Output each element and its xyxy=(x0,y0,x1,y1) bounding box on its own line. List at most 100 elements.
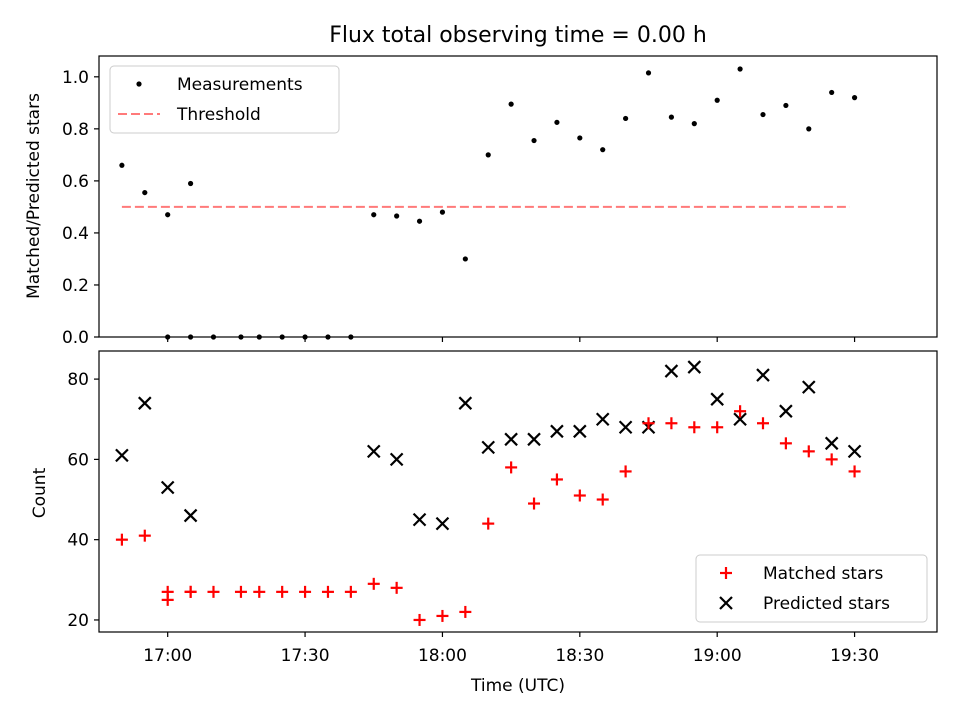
predicted-star-point xyxy=(779,404,793,418)
matched-star-point xyxy=(367,577,380,590)
x-stroke xyxy=(664,364,679,378)
x-stroke xyxy=(527,432,541,447)
x-stroke xyxy=(183,508,198,523)
x-tick-label: 17:30 xyxy=(281,646,330,666)
measurement-point xyxy=(554,119,560,125)
predicted-star-point xyxy=(504,432,518,447)
x-stroke xyxy=(733,412,747,427)
matched-star-point xyxy=(642,417,655,430)
y-axis-label: Count xyxy=(30,467,50,518)
x-stroke xyxy=(710,392,724,406)
legend-label-measurements: Measurements xyxy=(177,75,303,95)
matched-star-point xyxy=(482,517,495,530)
predicted-star-point xyxy=(847,444,862,459)
predicted-star-point xyxy=(687,360,702,374)
measurement-point xyxy=(851,95,858,101)
plot-frame xyxy=(98,55,938,338)
measurement-point xyxy=(394,213,400,219)
measurement-point xyxy=(165,212,171,218)
matched-star-point xyxy=(138,529,151,542)
predicted-star-point xyxy=(618,420,633,435)
legend-marker-predicted xyxy=(719,596,733,610)
matched-star-point xyxy=(825,453,838,466)
x-stroke xyxy=(138,396,152,410)
matched-star-point xyxy=(550,473,563,486)
y-tick-label: 1.0 xyxy=(62,68,89,88)
measurement-point xyxy=(485,152,491,158)
x-stroke xyxy=(802,380,816,394)
x-tick-label: 19:30 xyxy=(830,646,879,666)
matched-star-point xyxy=(115,533,128,546)
legend-marker-measurements xyxy=(136,81,142,87)
y-tick-label: 0.2 xyxy=(62,276,89,296)
x-stroke xyxy=(687,360,702,374)
measurement-point xyxy=(462,256,468,262)
predicted-star-point xyxy=(389,452,404,467)
predicted-star-point xyxy=(412,512,427,527)
matched-star-point xyxy=(390,581,403,594)
x-stroke xyxy=(824,436,839,451)
predicted-star-point xyxy=(138,396,152,410)
x-stroke xyxy=(550,424,564,439)
matched-star-point xyxy=(596,493,609,506)
predicted-star-point xyxy=(573,424,587,439)
measurement-point xyxy=(645,70,652,76)
matched-star-point xyxy=(436,609,449,622)
matched-star-point xyxy=(321,585,334,598)
legend-box xyxy=(695,554,928,623)
count-panel: Count Time (UTC) 17:00 17:30 18:00 18:30 19:… xyxy=(30,350,938,696)
matched-star-point xyxy=(779,437,792,450)
x-tick-label: 17:00 xyxy=(143,646,192,666)
x-tick-label: 18:30 xyxy=(555,646,604,666)
matched-star-point xyxy=(848,465,861,478)
x-stroke xyxy=(756,368,770,382)
x-stroke xyxy=(115,448,129,463)
legend-label-matched: Matched stars xyxy=(763,564,883,584)
measurement-point xyxy=(760,111,766,118)
matched-star-point xyxy=(802,445,815,458)
y-tick-label: 20 xyxy=(67,611,89,631)
predicted-star-point xyxy=(183,508,198,523)
x-stroke xyxy=(847,444,862,459)
x-stroke xyxy=(779,404,793,418)
predicted-star-point xyxy=(802,380,816,394)
measurement-point xyxy=(577,135,583,141)
matched-star-point xyxy=(688,421,701,434)
matched-star-point xyxy=(276,585,289,598)
measurement-point xyxy=(829,89,835,96)
x-stroke xyxy=(504,432,518,447)
matched-star-point xyxy=(459,605,472,618)
predicted-star-point xyxy=(710,392,724,406)
legend: Matched stars Predicted stars xyxy=(695,554,928,623)
y-tick-label: 60 xyxy=(67,450,89,470)
predicted-star-point xyxy=(550,424,564,439)
measurement-point xyxy=(623,115,629,122)
plot-frame xyxy=(98,350,938,633)
legend-label-threshold: Threshold xyxy=(176,105,261,125)
legend: Measurements Threshold xyxy=(109,65,340,134)
measurement-point xyxy=(714,97,720,103)
y-tick-label: 40 xyxy=(67,531,89,551)
predicted-star-point xyxy=(733,412,747,427)
matched-star-point xyxy=(619,465,632,478)
predicted-star-point xyxy=(664,364,679,378)
x-stroke xyxy=(389,452,404,467)
measurement-point xyxy=(531,137,537,144)
measurement-point xyxy=(737,66,743,72)
y-tick-label: 80 xyxy=(67,370,89,390)
x-tick-label: 18:00 xyxy=(418,646,467,666)
predicted-star-point xyxy=(527,432,541,447)
measurement-point xyxy=(691,121,697,127)
matched-star-point xyxy=(234,585,247,598)
predicted-star-point xyxy=(595,412,610,427)
x-stroke xyxy=(595,412,610,427)
matched-star-point xyxy=(505,461,518,474)
predicted-star-point xyxy=(824,436,839,451)
chart-title: Flux total observing time = 0.00 h xyxy=(329,23,707,48)
matched-star-point xyxy=(756,417,769,430)
matched-star-point xyxy=(734,405,747,418)
x-stroke xyxy=(366,444,381,459)
matched-star-point xyxy=(161,585,174,598)
matched-star-point xyxy=(253,585,266,598)
